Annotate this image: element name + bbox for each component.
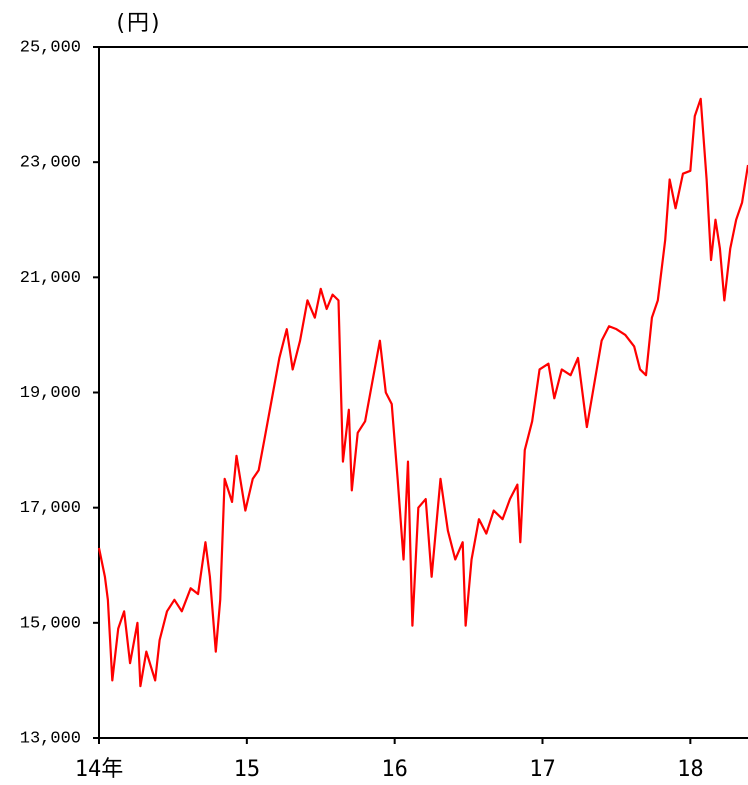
y-tick-label: 15,000 (20, 614, 81, 633)
price-line (97, 97, 748, 688)
y-tick-label: 25,000 (20, 38, 81, 57)
y-tick-label: 17,000 (20, 499, 81, 518)
x-tick-label: 15 (234, 757, 261, 782)
x-tick-label: 18 (677, 757, 704, 782)
y-tick-label: 19,000 (20, 384, 81, 403)
y-tick-label: 21,000 (20, 269, 81, 288)
y-tick-label: 13,000 (20, 729, 81, 748)
x-tick-label: 14年 (75, 757, 124, 782)
y-axis-label: (円) (114, 11, 163, 36)
x-tick-label: 16 (381, 757, 408, 782)
x-tick-label: 17 (529, 757, 556, 782)
y-tick-label: 23,000 (20, 154, 81, 173)
